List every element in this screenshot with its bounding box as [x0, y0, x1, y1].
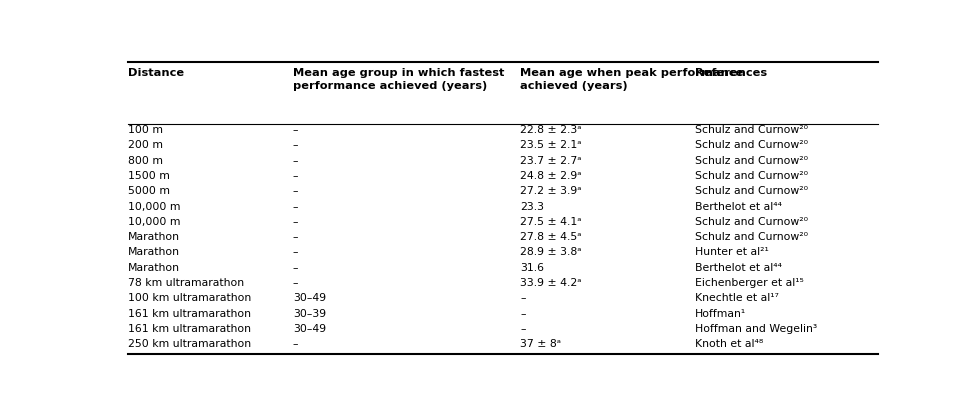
Text: 22.8 ± 2.3ᵃ: 22.8 ± 2.3ᵃ: [520, 125, 581, 135]
Text: 161 km ultramarathon: 161 km ultramarathon: [128, 308, 251, 319]
Text: 10,000 m: 10,000 m: [128, 217, 181, 227]
Text: Hunter et al²¹: Hunter et al²¹: [694, 248, 768, 257]
Text: 28.9 ± 3.8ᵃ: 28.9 ± 3.8ᵃ: [520, 248, 581, 257]
Text: Mean age when peak performance
achieved (years): Mean age when peak performance achieved …: [520, 68, 743, 91]
Text: –: –: [520, 324, 525, 334]
Text: –: –: [292, 339, 298, 349]
Text: 1500 m: 1500 m: [128, 171, 170, 181]
Text: Schulz and Curnow²⁰: Schulz and Curnow²⁰: [694, 217, 807, 227]
Text: 100 km ultramarathon: 100 km ultramarathon: [128, 293, 251, 304]
Text: Distance: Distance: [128, 68, 185, 78]
Text: Schulz and Curnow²⁰: Schulz and Curnow²⁰: [694, 156, 807, 166]
Text: –: –: [292, 202, 298, 212]
Text: 27.8 ± 4.5ᵃ: 27.8 ± 4.5ᵃ: [520, 232, 581, 242]
Text: Marathon: Marathon: [128, 263, 180, 273]
Text: 10,000 m: 10,000 m: [128, 202, 181, 212]
Text: Schulz and Curnow²⁰: Schulz and Curnow²⁰: [694, 186, 807, 196]
Text: –: –: [292, 232, 298, 242]
Text: 5000 m: 5000 m: [128, 186, 170, 196]
Text: Marathon: Marathon: [128, 248, 180, 257]
Text: Marathon: Marathon: [128, 232, 180, 242]
Text: Schulz and Curnow²⁰: Schulz and Curnow²⁰: [694, 140, 807, 151]
Text: Eichenberger et al¹⁵: Eichenberger et al¹⁵: [694, 278, 802, 288]
Text: 30–49: 30–49: [292, 324, 325, 334]
Text: Berthelot et al⁴⁴: Berthelot et al⁴⁴: [694, 263, 781, 273]
Text: 23.7 ± 2.7ᵃ: 23.7 ± 2.7ᵃ: [520, 156, 581, 166]
Text: References: References: [694, 68, 766, 78]
Text: 200 m: 200 m: [128, 140, 163, 151]
Text: Berthelot et al⁴⁴: Berthelot et al⁴⁴: [694, 202, 781, 212]
Text: 161 km ultramarathon: 161 km ultramarathon: [128, 324, 251, 334]
Text: Schulz and Curnow²⁰: Schulz and Curnow²⁰: [694, 125, 807, 135]
Text: –: –: [292, 156, 298, 166]
Text: 250 km ultramarathon: 250 km ultramarathon: [128, 339, 251, 349]
Text: 27.2 ± 3.9ᵃ: 27.2 ± 3.9ᵃ: [520, 186, 581, 196]
Text: Knechtle et al¹⁷: Knechtle et al¹⁷: [694, 293, 778, 304]
Text: –: –: [292, 186, 298, 196]
Text: –: –: [292, 125, 298, 135]
Text: –: –: [292, 278, 298, 288]
Text: 78 km ultramarathon: 78 km ultramarathon: [128, 278, 244, 288]
Text: –: –: [520, 308, 525, 319]
Text: 23.3: 23.3: [520, 202, 543, 212]
Text: 100 m: 100 m: [128, 125, 163, 135]
Text: 37 ± 8ᵃ: 37 ± 8ᵃ: [520, 339, 561, 349]
Text: –: –: [292, 140, 298, 151]
Text: –: –: [292, 263, 298, 273]
Text: –: –: [292, 171, 298, 181]
Text: 30–39: 30–39: [292, 308, 325, 319]
Text: Knoth et al⁴⁸: Knoth et al⁴⁸: [694, 339, 762, 349]
Text: Schulz and Curnow²⁰: Schulz and Curnow²⁰: [694, 232, 807, 242]
Text: Schulz and Curnow²⁰: Schulz and Curnow²⁰: [694, 171, 807, 181]
Text: 30–49: 30–49: [292, 293, 325, 304]
Text: 24.8 ± 2.9ᵃ: 24.8 ± 2.9ᵃ: [520, 171, 581, 181]
Text: Hoffman¹: Hoffman¹: [694, 308, 744, 319]
Text: 800 m: 800 m: [128, 156, 163, 166]
Text: 27.5 ± 4.1ᵃ: 27.5 ± 4.1ᵃ: [520, 217, 581, 227]
Text: –: –: [292, 248, 298, 257]
Text: 23.5 ± 2.1ᵃ: 23.5 ± 2.1ᵃ: [520, 140, 581, 151]
Text: 31.6: 31.6: [520, 263, 543, 273]
Text: –: –: [520, 293, 525, 304]
Text: Mean age group in which fastest
performance achieved (years): Mean age group in which fastest performa…: [292, 68, 504, 91]
Text: 33.9 ± 4.2ᵃ: 33.9 ± 4.2ᵃ: [520, 278, 581, 288]
Text: Hoffman and Wegelin³: Hoffman and Wegelin³: [694, 324, 816, 334]
Text: –: –: [292, 217, 298, 227]
